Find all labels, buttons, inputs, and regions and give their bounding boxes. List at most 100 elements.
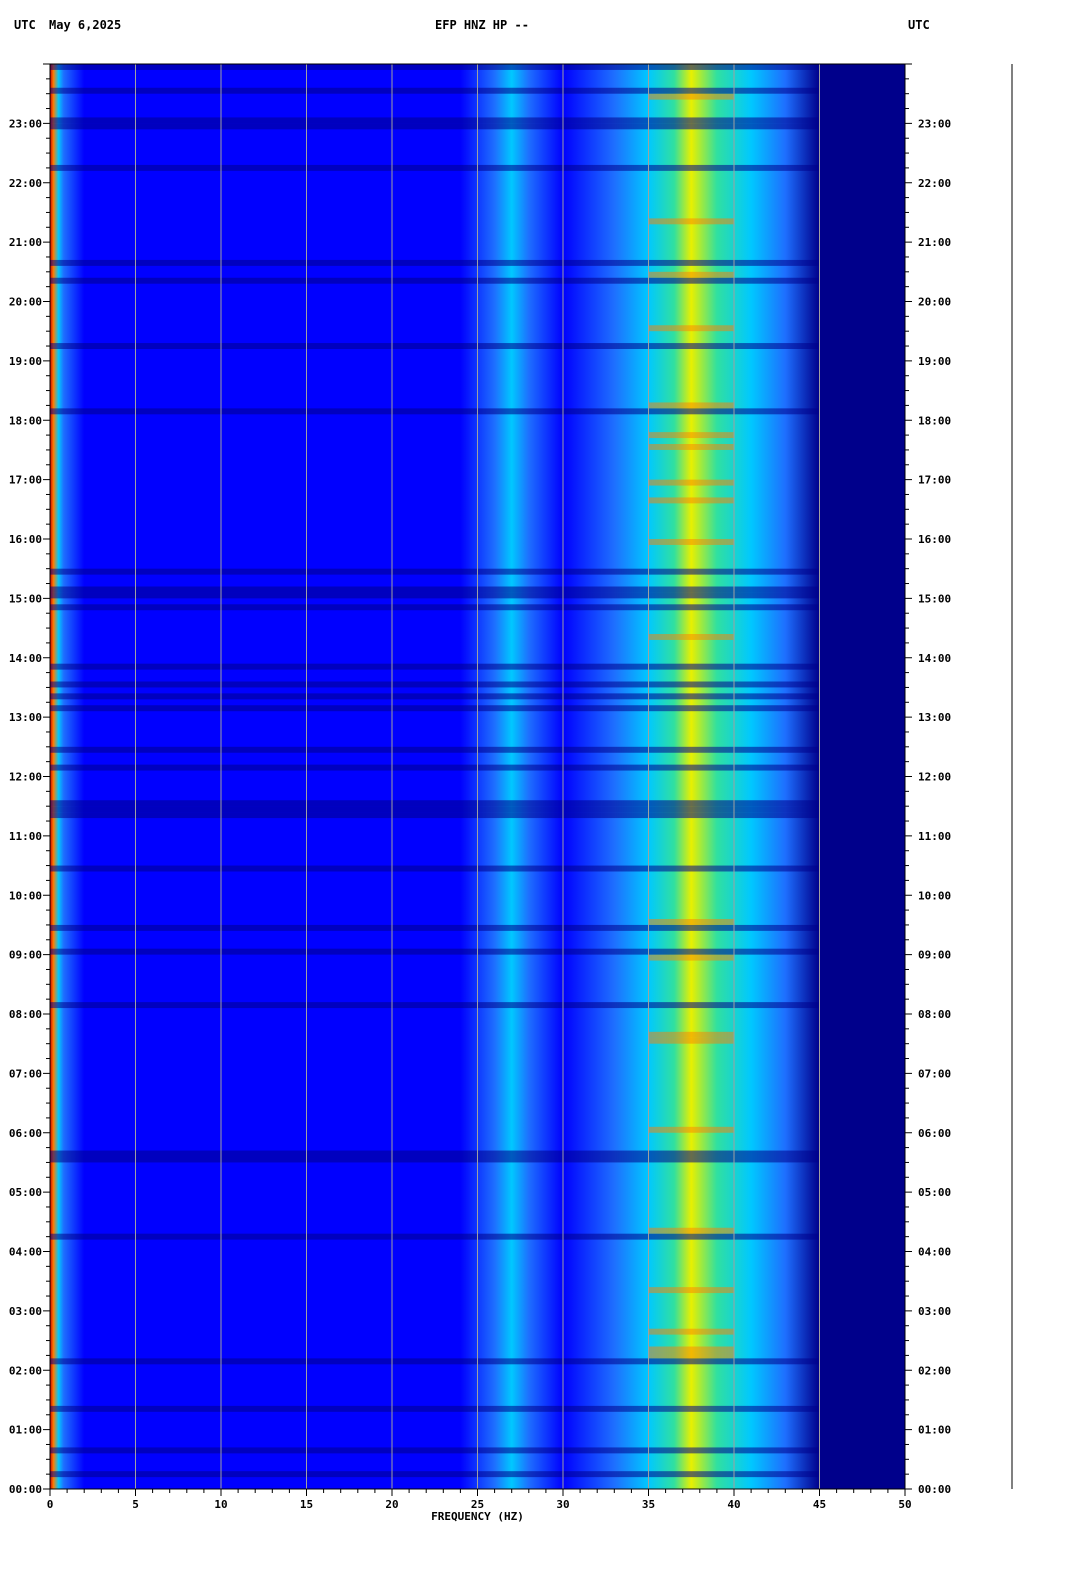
y-tick-label-left: 02:00 [9,1364,42,1377]
energy-band [648,1126,734,1133]
y-tick-label-left: 19:00 [9,355,42,368]
energy-band [648,1227,734,1234]
y-tick-label-right: 03:00 [918,1305,951,1318]
y-tick-label-right: 12:00 [918,771,951,784]
y-tick-label-left: 17:00 [9,474,42,487]
energy-band [648,954,734,961]
x-tick-label: 15 [300,1498,313,1511]
header-left-utc: UTC [14,18,36,32]
quiet-band [50,586,820,593]
energy-band [648,1037,734,1044]
x-tick-label: 10 [214,1498,227,1511]
y-tick-label-left: 14:00 [9,652,42,665]
quiet-band [50,1447,820,1454]
y-tick-label-right: 04:00 [918,1246,951,1259]
y-tick-label-right: 13:00 [918,711,951,724]
energy-band [648,497,734,504]
energy-band [648,1346,734,1353]
y-tick-label-left: 10:00 [9,889,42,902]
y-tick-label-left: 11:00 [9,830,42,843]
y-tick-label-right: 09:00 [918,949,951,962]
y-tick-label-left: 21:00 [9,236,42,249]
y-tick-label-right: 05:00 [918,1186,951,1199]
y-tick-label-left: 22:00 [9,177,42,190]
spectrogram-time-bands [50,64,820,1478]
y-tick-label-left: 06:00 [9,1127,42,1140]
energy-band [648,271,734,278]
energy-band [648,1031,734,1038]
quiet-band [50,1156,820,1163]
y-tick-label-left: 20:00 [9,296,42,309]
energy-band [648,634,734,640]
quiet-band [50,64,820,70]
y-tick-label-right: 22:00 [918,177,951,190]
x-tick-label: 50 [898,1498,911,1511]
energy-band [648,432,734,439]
y-tick-label-left: 16:00 [9,533,42,546]
y-tick-label-right: 00:00 [918,1483,951,1496]
quiet-band [50,1150,820,1157]
y-tick-label-right: 10:00 [918,889,951,902]
y-tick-label-right: 17:00 [918,474,951,487]
quiet-band [50,604,820,611]
quiet-band [50,1471,820,1478]
y-tick-label-right: 14:00 [918,652,951,665]
y-tick-label-left: 23:00 [9,117,42,130]
quiet-band [50,1233,820,1240]
quiet-band [50,123,820,130]
x-axis: 0 5 10 15 20 25 30 35 40 45 50 [47,1489,912,1511]
quiet-band [50,343,820,349]
y-tick-label-left: 15:00 [9,592,42,605]
energy-band [648,444,734,450]
energy-band [648,1352,734,1359]
y-tick-label-left: 03:00 [9,1305,42,1318]
quiet-band [50,277,820,284]
y-tick-label-right: 18:00 [918,414,951,427]
quiet-band [50,806,820,813]
y-tick-label-left: 09:00 [9,949,42,962]
quiet-band [50,87,820,94]
quiet-band [50,1358,820,1365]
quiet-band [50,948,820,955]
y-tick-label-left: 12:00 [9,771,42,784]
x-tick-label: 40 [727,1498,740,1511]
quiet-band [50,259,820,266]
y-tick-label-right: 11:00 [918,830,951,843]
y-axis-right: 00:00 01:00 02:00 03:00 04:00 05:00 06:00 07:00… [905,63,951,1496]
energy-band [648,479,734,486]
quiet-band [50,812,820,819]
x-axis-label: FREQUENCY (HZ) [431,1510,524,1523]
quiet-band [50,681,820,688]
quiet-band [50,1405,820,1412]
y-axis-left: 00:00 01:00 02:00 03:00 04:00 05:00 06:00 07:00… [9,63,50,1496]
header-date: May 6,2025 [49,18,122,32]
energy-band [648,919,734,925]
quiet-band [50,865,820,872]
y-tick-label-left: 08:00 [9,1008,42,1021]
y-tick-label-right: 19:00 [918,355,951,368]
quiet-band [50,568,820,575]
quiet-band [50,746,820,753]
y-tick-label-left: 18:00 [9,414,42,427]
y-tick-label-left: 13:00 [9,711,42,724]
y-tick-label-right: 06:00 [918,1127,951,1140]
y-tick-label-right: 02:00 [918,1364,951,1377]
quiet-band [50,408,820,415]
x-tick-label: 0 [47,1498,54,1511]
y-tick-label-left: 04:00 [9,1246,42,1259]
quiet-band [50,663,820,670]
energy-band [648,1287,734,1294]
y-tick-label-right: 01:00 [918,1424,951,1437]
y-tick-label-right: 16:00 [918,533,951,546]
energy-band [648,218,734,225]
x-tick-label: 5 [132,1498,139,1511]
y-tick-label-left: 07:00 [9,1067,42,1080]
y-tick-label-right: 23:00 [918,117,951,130]
quiet-band [50,1002,820,1009]
x-tick-label: 20 [385,1498,398,1511]
y-tick-label-right: 15:00 [918,592,951,605]
header-right-utc: UTC [908,18,930,32]
quiet-band [50,924,820,931]
quiet-band [50,705,820,712]
